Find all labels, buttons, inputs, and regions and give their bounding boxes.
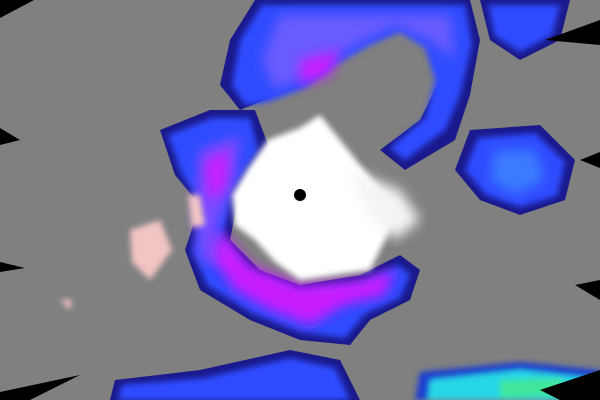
pole-marker xyxy=(294,189,306,201)
land-artifacts xyxy=(60,195,205,310)
thin-ice xyxy=(205,50,395,325)
thick-ice xyxy=(232,115,420,280)
